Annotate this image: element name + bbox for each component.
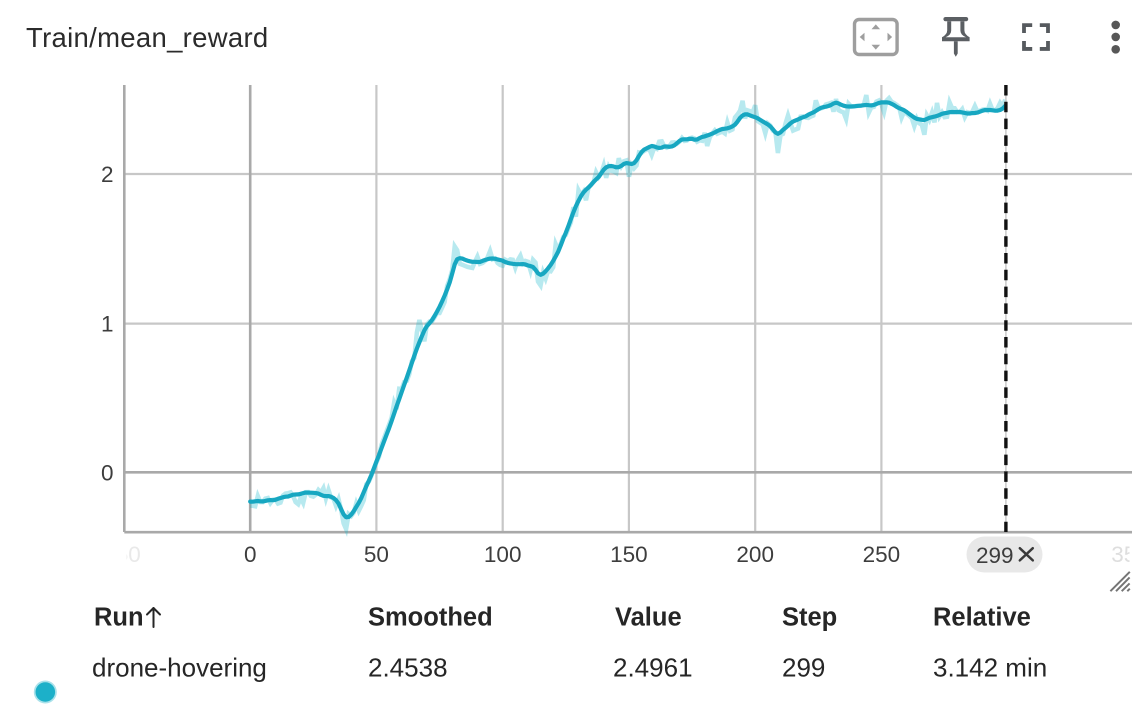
svg-text:350: 350	[1111, 542, 1148, 567]
svg-text:1: 1	[101, 312, 114, 337]
svg-text:150: 150	[610, 542, 648, 567]
svg-text:Smoothed: Smoothed	[368, 604, 493, 632]
svg-text:2.4961: 2.4961	[613, 653, 693, 683]
svg-text:299: 299	[976, 543, 1014, 568]
svg-text:2: 2	[101, 162, 114, 187]
svg-text:0: 0	[101, 460, 114, 485]
svg-text:drone-hovering: drone-hovering	[92, 653, 267, 683]
svg-text:200: 200	[736, 542, 774, 567]
svg-text:50: 50	[364, 542, 389, 567]
svg-text:Step: Step	[782, 604, 837, 632]
svg-text:0: 0	[244, 542, 257, 567]
svg-text:100: 100	[484, 542, 522, 567]
svg-text:3.142 min: 3.142 min	[933, 653, 1047, 683]
svg-text:250: 250	[863, 542, 901, 567]
svg-text:Value: Value	[615, 604, 682, 632]
svg-text:-50: -50	[108, 542, 141, 567]
svg-text:Run: Run	[94, 604, 144, 632]
svg-text:2.4538: 2.4538	[368, 653, 448, 683]
svg-text:Train/mean_reward: Train/mean_reward	[26, 22, 269, 53]
svg-text:299: 299	[782, 653, 825, 683]
svg-text:Relative: Relative	[933, 604, 1031, 632]
